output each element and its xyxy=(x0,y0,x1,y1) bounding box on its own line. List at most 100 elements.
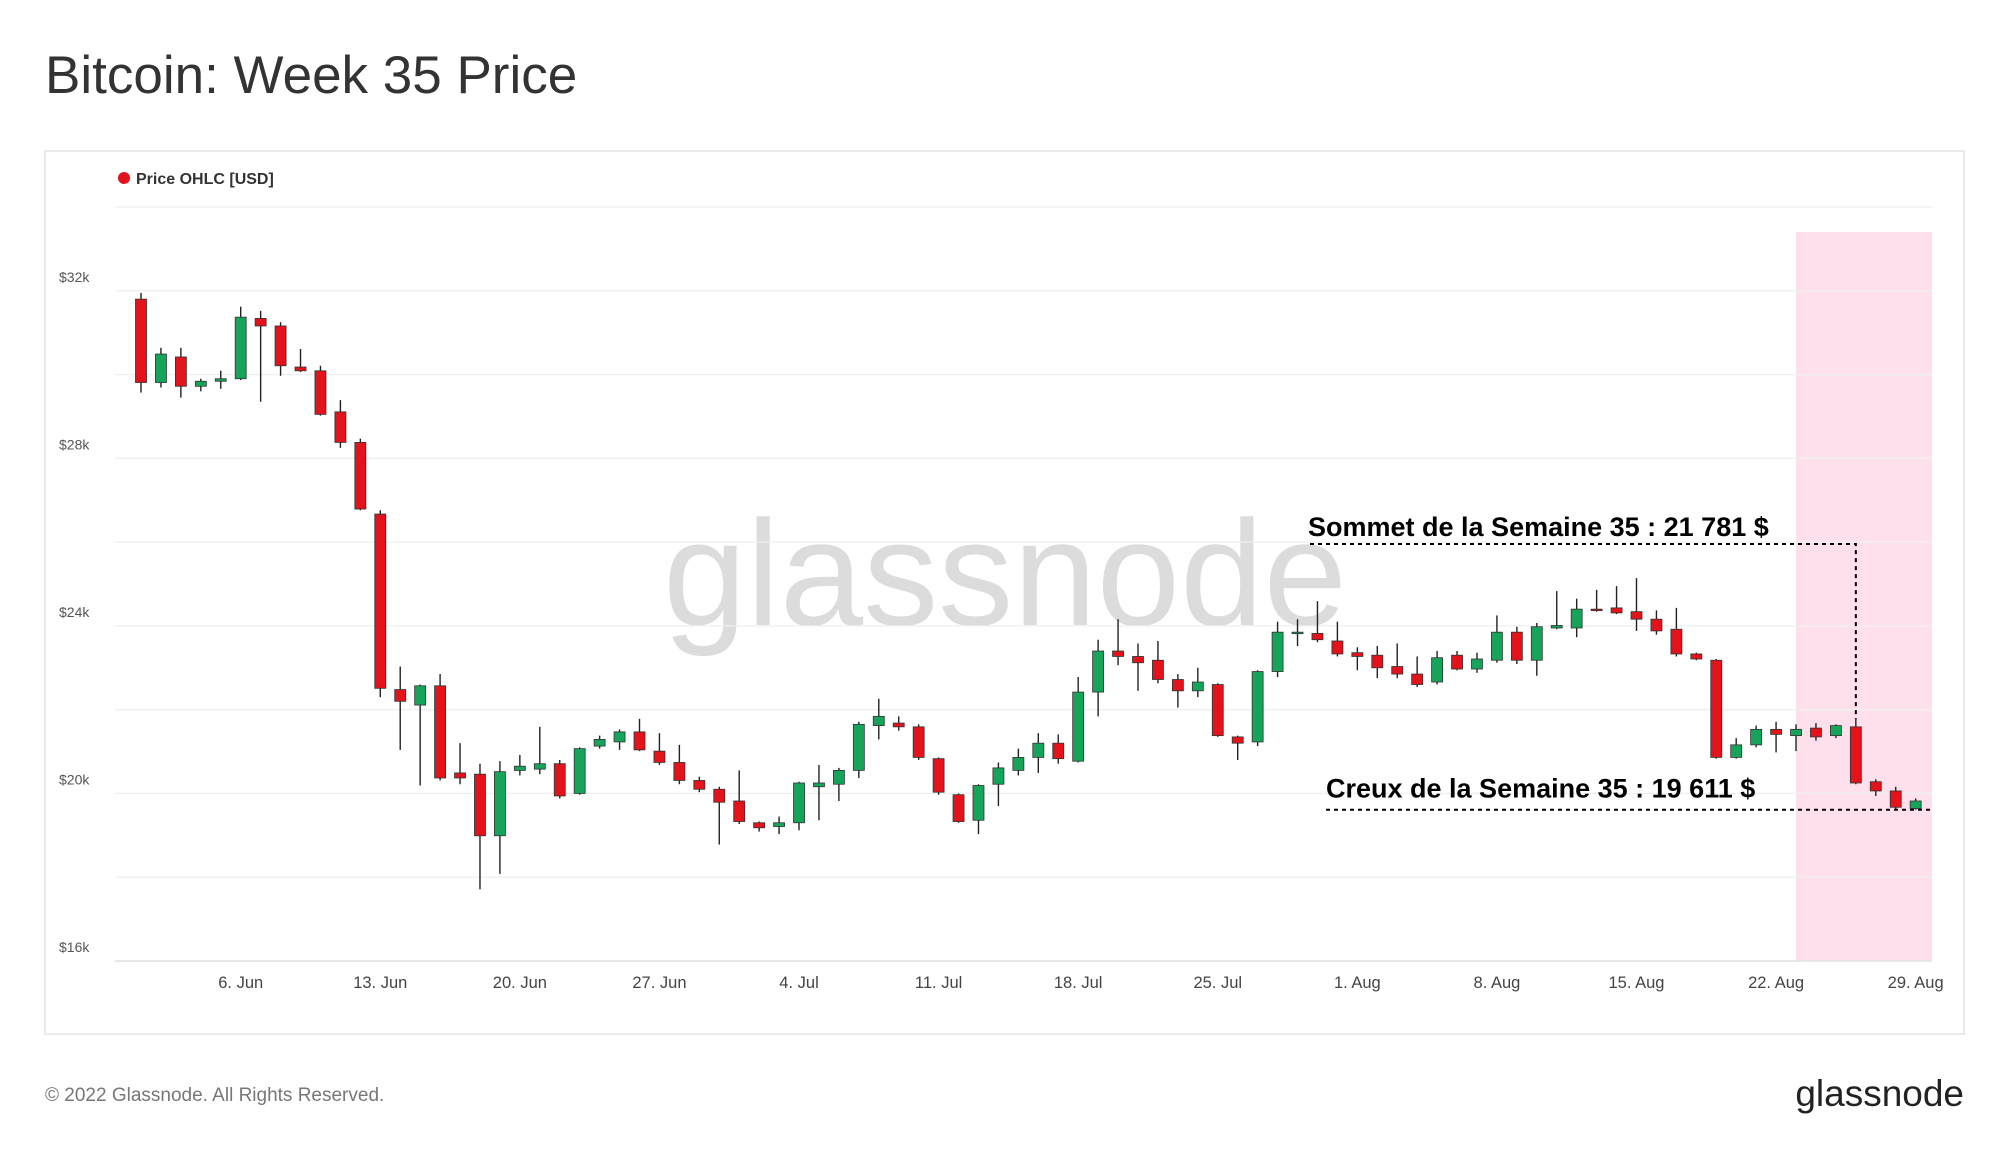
x-tick-label: 27. Jun xyxy=(632,974,686,992)
candle-body xyxy=(254,318,267,327)
candle-body xyxy=(892,722,905,728)
candle-body xyxy=(773,822,785,827)
legend-label: Price OHLC [USD] xyxy=(136,171,274,188)
candle-body xyxy=(872,715,885,726)
x-tick-label: 18. Jul xyxy=(1054,974,1103,992)
x-tick-label: 20. Jun xyxy=(493,974,547,992)
candle-body xyxy=(713,788,726,803)
candle-body xyxy=(155,353,167,383)
candle-body xyxy=(354,442,367,510)
candle-body xyxy=(1690,653,1703,660)
candle-body xyxy=(573,748,586,794)
candle-body xyxy=(1849,726,1862,784)
legend-dot xyxy=(118,172,130,184)
candle-body xyxy=(733,800,746,822)
watermark: glassnode xyxy=(663,489,1347,657)
candle-body xyxy=(673,762,686,781)
candle-body xyxy=(513,765,526,771)
candle-body xyxy=(1550,625,1563,629)
candle-body xyxy=(1770,728,1782,735)
candle-body xyxy=(1590,608,1603,612)
candle-body xyxy=(1052,742,1065,760)
candle-body xyxy=(633,731,646,751)
candle-body xyxy=(1191,681,1204,692)
candle-body xyxy=(1471,658,1483,670)
candle-body xyxy=(1431,657,1443,683)
candle-body xyxy=(1012,757,1025,771)
candle-body xyxy=(833,770,845,785)
chart-frame xyxy=(44,150,1965,1035)
annotation-line xyxy=(1310,543,1857,719)
candle-body xyxy=(1889,790,1902,808)
candle-body xyxy=(852,723,865,771)
candle-body xyxy=(1112,650,1124,657)
candle-body xyxy=(214,378,227,382)
x-tick-label: 22. Aug xyxy=(1748,974,1804,992)
candle-body xyxy=(1750,728,1763,746)
candle-body xyxy=(1391,666,1404,675)
candle-body xyxy=(1132,656,1144,664)
candle-body xyxy=(972,785,985,821)
candle-body xyxy=(234,316,247,380)
candle-body xyxy=(912,726,925,758)
candle-body xyxy=(1251,671,1264,743)
x-tick-label: 1. Aug xyxy=(1334,974,1381,992)
candle-body xyxy=(314,370,327,415)
candle-body xyxy=(693,780,706,790)
x-tick-label: 13. Jun xyxy=(353,974,407,992)
candle-body xyxy=(1730,744,1743,758)
candle-body xyxy=(1271,631,1284,672)
candle-body xyxy=(494,771,506,837)
x-tick-label: 15. Aug xyxy=(1609,974,1665,992)
candle-body xyxy=(1909,800,1922,809)
x-tick-label: 29. Aug xyxy=(1888,974,1944,992)
candle-body xyxy=(753,822,766,829)
candle-body xyxy=(593,739,606,747)
annotation-text: Creux de la Semaine 35 : 19 611 $ xyxy=(1326,774,1755,804)
candle-body xyxy=(533,763,546,770)
candle-body xyxy=(1491,631,1503,661)
x-tick-label: 8. Aug xyxy=(1474,974,1521,992)
candle-body xyxy=(1211,684,1224,737)
candle-body xyxy=(1032,742,1045,758)
candle-body xyxy=(194,380,207,387)
candle-body xyxy=(1810,727,1822,738)
candle-body xyxy=(1869,781,1882,792)
candle-body xyxy=(1830,725,1842,737)
candle-body xyxy=(1371,654,1384,669)
candle-body xyxy=(454,772,466,779)
x-tick-label: 25. Jul xyxy=(1193,974,1242,992)
chart-title: Bitcoin: Week 35 Price xyxy=(45,46,577,105)
candle-body xyxy=(334,411,347,443)
y-tick-label: $28k xyxy=(59,436,90,452)
annotation-text: Sommet de la Semaine 35 : 21 781 $ xyxy=(1308,512,1769,542)
candle-body xyxy=(1311,633,1324,641)
candle-body xyxy=(274,325,287,367)
candle-body xyxy=(1570,608,1583,629)
y-tick-label: $16k xyxy=(59,939,90,955)
candle-body xyxy=(1351,652,1364,657)
candle-body xyxy=(553,763,566,797)
candle-body xyxy=(1510,631,1523,661)
candle-body xyxy=(813,782,825,788)
candle-body xyxy=(613,731,626,743)
candle-body xyxy=(174,356,187,387)
candle-body xyxy=(1152,659,1164,680)
x-tick-label: 11. Jul xyxy=(915,974,962,992)
candle-body xyxy=(992,767,1005,785)
candle-body xyxy=(793,782,805,824)
footer-logo: glassnode xyxy=(1795,1073,1964,1114)
y-tick-label: $24k xyxy=(59,604,90,620)
candle-body xyxy=(1291,631,1304,635)
candle-body xyxy=(932,758,945,793)
candle-body xyxy=(1710,659,1723,758)
footer-copyright: © 2022 Glassnode. All Rights Reserved. xyxy=(45,1085,384,1106)
x-tick-label: 4. Jul xyxy=(779,974,818,992)
candle-body xyxy=(952,794,965,822)
y-tick-label: $20k xyxy=(59,771,90,787)
candle-body xyxy=(1231,736,1244,744)
candle-body xyxy=(653,750,666,763)
candle-body xyxy=(394,689,407,702)
x-tick-label: 6. Jun xyxy=(218,974,263,992)
